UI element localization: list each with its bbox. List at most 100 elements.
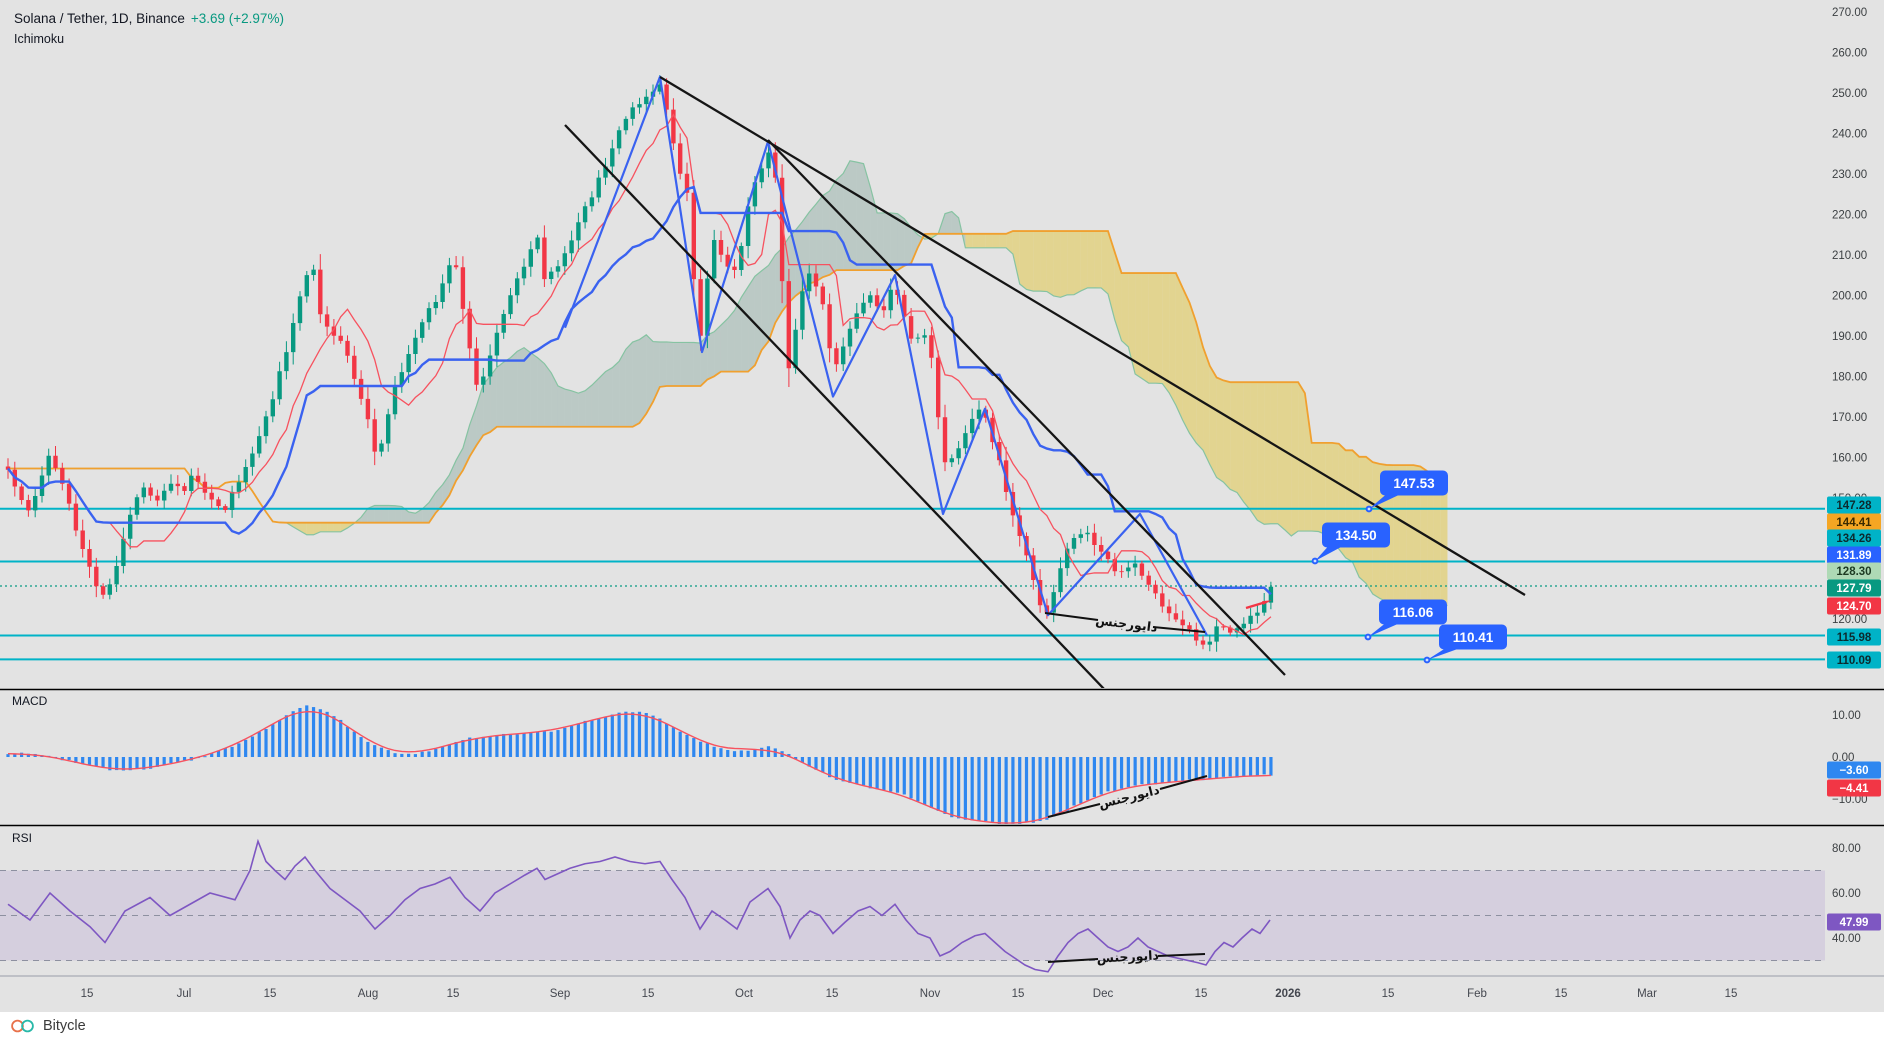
price-axis-tick: 120.00 bbox=[1832, 614, 1867, 626]
macd-value-label: −4.41 bbox=[1827, 779, 1881, 797]
macd-panel[interactable]: دایورجنس bbox=[6, 705, 1273, 824]
svg-text:127.79: 127.79 bbox=[1836, 583, 1871, 595]
time-axis-label: 15 bbox=[81, 988, 94, 1000]
price-axis-label: 144.41 bbox=[1827, 513, 1881, 531]
callout-text: 110.41 bbox=[1453, 630, 1494, 645]
price-callout[interactable]: 134.50 bbox=[1311, 522, 1390, 565]
svg-text:124.70: 124.70 bbox=[1836, 601, 1871, 613]
price-axis-label: 134.26 bbox=[1827, 529, 1881, 547]
macd-axis-tick: −10.00 bbox=[1832, 794, 1868, 806]
svg-text:110.09: 110.09 bbox=[1837, 655, 1872, 667]
price-axis-tick: 260.00 bbox=[1832, 47, 1867, 59]
time-axis[interactable]: 15 Jul 15 Aug 15 Sep 15 Oct 15 Nov 15 Dec 15 2026 15 Fe… bbox=[81, 988, 1738, 1000]
macd-axis-tick: 10.00 bbox=[1832, 710, 1861, 722]
svg-text:115.98: 115.98 bbox=[1837, 632, 1872, 644]
price-panel[interactable]: دایورجنس bbox=[0, 75, 1825, 690]
indicator-legend[interactable]: Ichimoku bbox=[14, 32, 65, 46]
trendline[interactable] bbox=[659, 76, 1526, 596]
time-axis-label: Dec bbox=[1093, 988, 1114, 1000]
price-axis-tick: 210.00 bbox=[1832, 250, 1867, 262]
time-axis-label: Aug bbox=[358, 988, 378, 1000]
time-axis-label: 15 bbox=[1555, 988, 1568, 1000]
rsi-line bbox=[7, 838, 1271, 973]
divergence-line[interactable] bbox=[1152, 626, 1206, 633]
divergence-line[interactable] bbox=[1159, 775, 1208, 790]
time-axis-label: 15 bbox=[642, 988, 655, 1000]
price-axis-label: 147.28 bbox=[1827, 496, 1881, 514]
time-axis-label: Sep bbox=[550, 988, 570, 1000]
callout-box bbox=[1322, 522, 1390, 548]
bitycle-logo-icon bbox=[11, 1019, 34, 1033]
tenkan-sen-line bbox=[7, 113, 1272, 636]
price-axis-tick: 220.00 bbox=[1832, 209, 1867, 221]
callout-box bbox=[1439, 624, 1507, 650]
price-axis-tick: 180.00 bbox=[1832, 371, 1867, 383]
callout-text: 147.53 bbox=[1393, 476, 1435, 491]
price-change: +3.69 (+2.97%) bbox=[190, 11, 284, 26]
divergence-line[interactable] bbox=[1047, 803, 1101, 818]
macd-histogram bbox=[6, 705, 1273, 824]
trendline[interactable] bbox=[564, 124, 1105, 690]
callout-tail bbox=[1315, 546, 1342, 561]
ichimoku-cloud bbox=[184, 160, 1448, 612]
macd-signal-line bbox=[7, 710, 1271, 824]
callout-anchor-dot-center bbox=[1313, 559, 1317, 563]
svg-text:47.99: 47.99 bbox=[1840, 917, 1869, 929]
symbol-title[interactable]: Solana / Tether, 1D, Binance bbox=[14, 11, 185, 26]
callout-text: 134.50 bbox=[1335, 528, 1376, 543]
callout-anchor-dot-center bbox=[1425, 658, 1429, 662]
price-axis-tick: 230.00 bbox=[1832, 169, 1867, 181]
rsi-value-label: 47.99 bbox=[1827, 913, 1881, 931]
divergence-label: دایورجنس bbox=[1095, 613, 1158, 634]
price-callout[interactable]: 147.53 bbox=[1365, 470, 1448, 513]
callout-anchor-dot-center bbox=[1367, 507, 1371, 511]
svg-text:−3.60: −3.60 bbox=[1839, 765, 1868, 777]
divergence-line[interactable] bbox=[1047, 958, 1099, 963]
price-axis-label: 127.79 bbox=[1827, 579, 1881, 597]
price-axis-tick: 270.00 bbox=[1832, 7, 1867, 19]
chart-legend[interactable]: Solana / Tether, 1D, Binance +3.69 (+2.97… bbox=[14, 8, 284, 50]
time-axis-label: Feb bbox=[1467, 988, 1487, 1000]
time-axis-label: 15 bbox=[826, 988, 839, 1000]
brand-name: Bitycle bbox=[43, 1018, 86, 1034]
macd-panel-title[interactable]: MACD bbox=[12, 694, 48, 708]
divergence-line[interactable] bbox=[1157, 953, 1206, 957]
svg-text:147.28: 147.28 bbox=[1836, 500, 1872, 512]
rsi-axis-tick: 60.00 bbox=[1832, 888, 1861, 900]
time-axis-label: Mar bbox=[1637, 988, 1657, 1000]
rsi-panel[interactable]: دایورجنس bbox=[0, 838, 1825, 973]
time-axis-label: 15 bbox=[1725, 988, 1738, 1000]
price-axis-tick: 190.00 bbox=[1832, 331, 1867, 343]
kijun-sen-line bbox=[7, 185, 1272, 596]
svg-text:144.41: 144.41 bbox=[1836, 517, 1872, 529]
svg-text:−4.41: −4.41 bbox=[1839, 783, 1869, 795]
rsi-axis-tick: 80.00 bbox=[1832, 843, 1861, 855]
senkou-b-line bbox=[8, 230, 1448, 524]
time-axis-label: 15 bbox=[1195, 988, 1208, 1000]
svg-text:131.89: 131.89 bbox=[1836, 550, 1871, 562]
brand-logo: Bitycle bbox=[10, 1018, 86, 1034]
price-axis-label: 131.89 bbox=[1827, 546, 1881, 564]
trendline[interactable] bbox=[767, 139, 1286, 676]
time-axis-label: 15 bbox=[264, 988, 277, 1000]
divergence-line[interactable] bbox=[1044, 612, 1099, 621]
price-axis-tick: 170.00 bbox=[1832, 412, 1867, 424]
callout-text: 116.06 bbox=[1393, 605, 1434, 620]
svg-text:128.30: 128.30 bbox=[1836, 566, 1871, 578]
price-axis-label: 124.70 bbox=[1827, 597, 1881, 615]
price-axis[interactable]: 270.00 260.00 250.00 240.00 230.00 220.00 210.… bbox=[1827, 7, 1881, 945]
rsi-panel-title[interactable]: RSI bbox=[12, 831, 33, 845]
zigzag-line[interactable] bbox=[563, 75, 1208, 636]
price-axis-label: 128.30 bbox=[1827, 562, 1881, 580]
price-callout[interactable]: 116.06 bbox=[1364, 599, 1447, 641]
callout-tail bbox=[1427, 648, 1459, 660]
candlestick-series[interactable] bbox=[5, 75, 1274, 652]
bottom-bar: Bitycle bbox=[0, 1012, 1884, 1044]
time-axis-label: 15 bbox=[1382, 988, 1395, 1000]
price-callout[interactable]: 110.41 bbox=[1423, 624, 1507, 664]
callout-anchor-dot-center bbox=[1366, 635, 1370, 639]
rsi-axis-tick: 40.00 bbox=[1832, 933, 1861, 945]
divergence-label: دایورجنس bbox=[1096, 948, 1159, 965]
callout-tail bbox=[1368, 623, 1399, 637]
